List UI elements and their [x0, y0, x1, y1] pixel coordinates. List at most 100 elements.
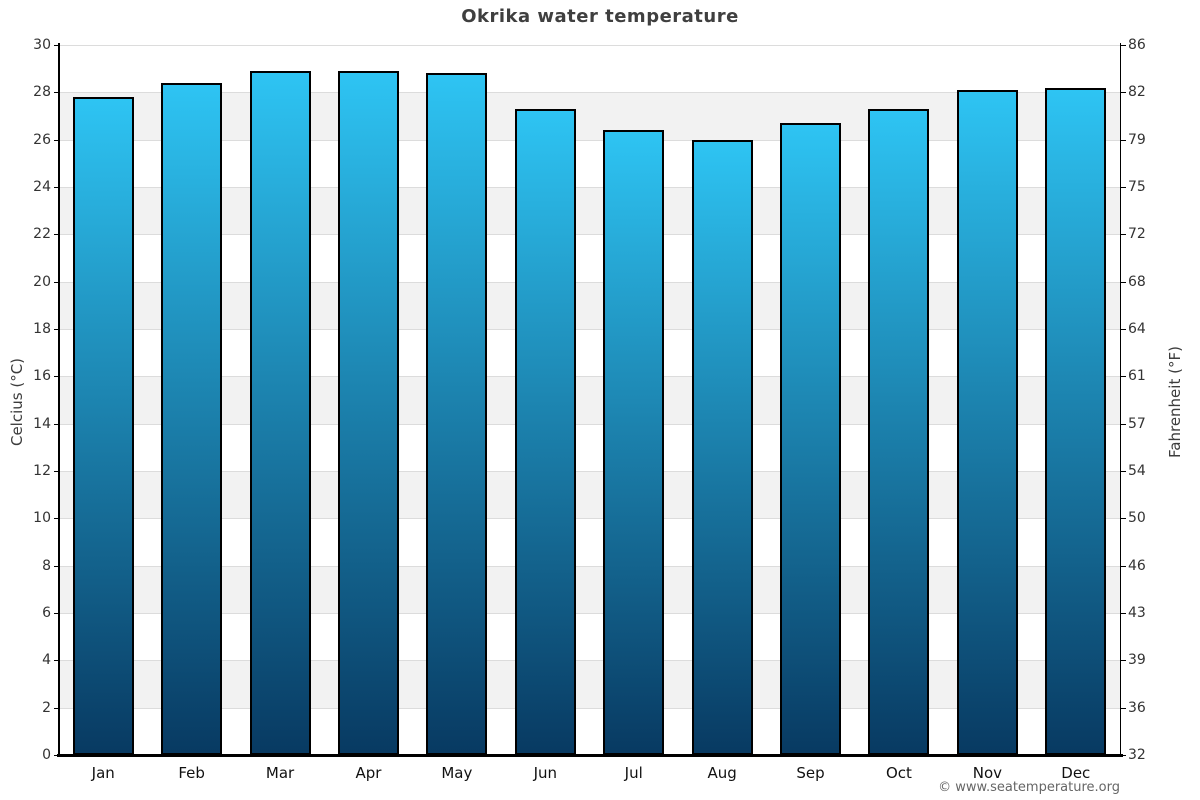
background-stripe-white: [59, 707, 1120, 755]
month-label-nov: Nov: [972, 764, 1002, 782]
celsius-tick-mark: [54, 518, 59, 520]
background-stripe-white: [59, 234, 1120, 282]
fahrenheit-tick-50: 50: [1128, 510, 1146, 527]
month-label-jul: Jul: [624, 764, 643, 782]
fahrenheit-tick-64: 64: [1128, 321, 1146, 337]
fahrenheit-tick-mark: [1121, 234, 1126, 236]
celsius-tick-mark: [54, 281, 59, 283]
fahrenheit-tick-mark: [1121, 613, 1126, 614]
fahrenheit-tick-mark: [1121, 471, 1126, 472]
fahrenheit-axis-label: Fahrenheit (°F): [1166, 346, 1184, 458]
fahrenheit-tick-mark: [1121, 92, 1126, 94]
month-label-dec: Dec: [1061, 764, 1091, 782]
celsius-tick-14: 14: [33, 415, 51, 432]
gridline: [59, 707, 1120, 709]
gridline: [59, 45, 1120, 46]
background-stripe-white: [59, 45, 1120, 93]
background-stripe-gray: [59, 565, 1120, 613]
fahrenheit-tick-mark: [1121, 139, 1126, 141]
bar-jun: [514, 108, 576, 755]
bar-mar: [249, 71, 311, 755]
celsius-tick-mark: [54, 329, 59, 330]
fahrenheit-tick-36: 36: [1128, 699, 1146, 716]
celsius-tick-6: 6: [42, 605, 51, 621]
fahrenheit-tick-mark: [1121, 518, 1126, 520]
background-stripe-gray: [59, 660, 1120, 708]
celsius-tick-28: 28: [33, 84, 51, 101]
month-label-apr: Apr: [355, 764, 382, 782]
bar-apr: [337, 71, 399, 755]
celsius-tick-0: 0: [42, 747, 51, 763]
fahrenheit-tick-mark: [1121, 281, 1126, 283]
celsius-tick-12: 12: [33, 463, 51, 479]
fahrenheit-tick-43: 43: [1128, 605, 1146, 621]
bar-dec: [1045, 87, 1107, 755]
bar-may: [426, 73, 488, 755]
background-stripe-white: [59, 329, 1120, 377]
fahrenheit-tick-72: 72: [1128, 226, 1146, 243]
celsius-tick-22: 22: [33, 226, 51, 243]
left-axis-line: [58, 43, 60, 755]
background-stripe-gray: [59, 376, 1120, 424]
bar-jul: [603, 130, 665, 755]
fahrenheit-tick-68: 68: [1128, 273, 1146, 290]
celsius-tick-4: 4: [42, 652, 51, 669]
background-stripe-gray: [59, 471, 1120, 519]
gridline: [59, 518, 1120, 520]
gridline: [59, 281, 1120, 283]
celsius-tick-mark: [54, 613, 59, 614]
fahrenheit-tick-mark: [1121, 423, 1126, 425]
bar-jan: [72, 97, 134, 755]
celsius-tick-8: 8: [42, 557, 51, 574]
celsius-tick-mark: [54, 187, 59, 188]
celsius-tick-16: 16: [33, 368, 51, 385]
celsius-tick-mark: [54, 423, 59, 425]
background-stripe-white: [59, 139, 1120, 187]
month-label-jan: Jan: [91, 764, 115, 782]
celsius-tick-10: 10: [33, 510, 51, 527]
celsius-tick-2: 2: [42, 699, 51, 716]
right-axis-line: [1119, 43, 1121, 755]
month-label-oct: Oct: [885, 764, 912, 782]
celsius-tick-20: 20: [33, 273, 51, 290]
fahrenheit-tick-86: 86: [1128, 37, 1146, 53]
celsius-tick-mark: [54, 376, 59, 378]
gridline: [59, 613, 1120, 614]
gridline: [59, 660, 1120, 662]
gridline: [59, 234, 1120, 236]
background-stripe-gray: [59, 281, 1120, 329]
fahrenheit-tick-57: 57: [1128, 415, 1146, 432]
fahrenheit-tick-mark: [1121, 187, 1126, 188]
celsius-tick-mark: [54, 565, 59, 567]
month-label-may: May: [441, 764, 473, 782]
background-stripe-gray: [59, 187, 1120, 235]
celsius-tick-26: 26: [33, 131, 51, 148]
celsius-tick-mark: [54, 471, 59, 472]
bar-feb: [161, 82, 223, 755]
month-label-jun: Jun: [533, 764, 557, 782]
gridline: [59, 139, 1120, 141]
bar-nov: [956, 89, 1018, 755]
fahrenheit-tick-mark: [1121, 329, 1126, 330]
background-stripe-gray: [59, 92, 1120, 140]
bar-sep: [780, 123, 842, 755]
gridline: [59, 565, 1120, 567]
fahrenheit-tick-75: 75: [1128, 179, 1146, 195]
gridline: [59, 92, 1120, 94]
fahrenheit-tick-mark: [1121, 45, 1126, 46]
fahrenheit-tick-82: 82: [1128, 84, 1146, 101]
copyright-credit: © www.seatemperature.org: [938, 780, 1120, 795]
background-stripe-white: [59, 518, 1120, 566]
celsius-tick-mark: [54, 92, 59, 94]
month-label-feb: Feb: [178, 764, 205, 782]
month-label-aug: Aug: [707, 764, 737, 782]
month-label-sep: Sep: [796, 764, 825, 782]
month-label-mar: Mar: [265, 764, 295, 782]
fahrenheit-tick-46: 46: [1128, 557, 1146, 574]
celsius-tick-24: 24: [33, 179, 51, 195]
bar-oct: [868, 108, 930, 755]
gridline: [59, 376, 1120, 378]
fahrenheit-tick-61: 61: [1128, 368, 1146, 385]
gridline: [59, 187, 1120, 188]
